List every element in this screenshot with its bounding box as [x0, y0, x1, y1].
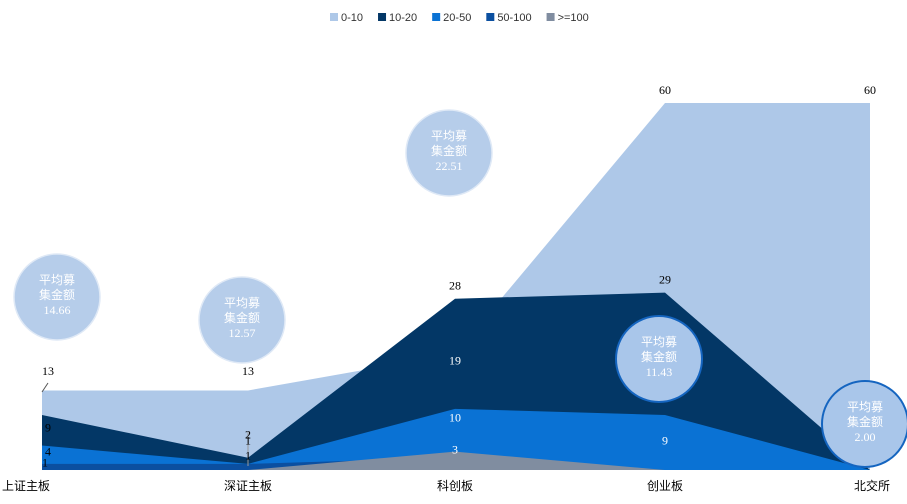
x-tick-label: 创业板: [647, 479, 683, 493]
bubble-label: 平均募: [641, 335, 677, 349]
bubble-value: 2.00: [855, 430, 876, 444]
value-label: 9: [662, 434, 668, 448]
legend-label: 0-10: [341, 12, 363, 24]
bubble: [198, 276, 286, 364]
x-tick-label: 上证主板: [2, 479, 50, 493]
value-label: 19: [449, 354, 461, 368]
bubble-value: 11.43: [646, 365, 673, 379]
area: [42, 408, 870, 470]
value-label: 3: [452, 442, 458, 456]
bubble-label: 集金额: [847, 414, 883, 429]
legend-swatch: [486, 13, 495, 21]
bubble: [405, 109, 493, 197]
value-label: 2: [245, 428, 251, 442]
bubble-label: 集金额: [224, 310, 260, 325]
value-label: 1: [42, 456, 48, 470]
value-label: 4: [45, 444, 51, 458]
legend-swatch: [432, 13, 441, 21]
bubble-value: 22.51: [436, 159, 463, 173]
bubble-label: 集金额: [39, 287, 75, 302]
legend-label: 20-50: [443, 12, 471, 24]
legend-swatch: [546, 13, 555, 21]
x-tick-label: 科创板: [437, 479, 473, 493]
bubble-label: 集金额: [431, 143, 467, 158]
value-label: 60: [659, 83, 671, 97]
x-tick-label: 北交所: [854, 478, 890, 493]
value-label: 1: [245, 449, 251, 463]
bubble: [13, 253, 101, 341]
legend-label: 50-100: [497, 12, 531, 24]
bubble: [821, 380, 907, 468]
value-label: 9: [45, 421, 51, 435]
legend-label: >=100: [558, 12, 589, 24]
bubble-label: 平均募: [39, 273, 75, 287]
bubble: [615, 315, 703, 403]
bubble-value: 12.57: [229, 326, 256, 340]
bubble-label: 平均募: [847, 400, 883, 414]
bubble-label: 平均募: [431, 129, 467, 143]
value-label: 28: [449, 278, 461, 292]
value-label: 13: [242, 364, 254, 378]
legend-swatch: [330, 13, 338, 21]
legend-swatch: [378, 13, 387, 21]
value-label: 60: [864, 83, 876, 97]
bubble-label: 集金额: [641, 349, 677, 364]
value-label: 13: [42, 364, 54, 378]
area: [42, 451, 870, 470]
value-label: 1: [245, 434, 251, 448]
bubble-value: 14.66: [44, 303, 71, 317]
value-label: 10: [449, 411, 461, 425]
x-tick-label: 深证主板: [224, 479, 272, 493]
leader: [41, 382, 49, 393]
legend-label: 10-20: [389, 12, 417, 24]
value-label: 29: [659, 272, 671, 286]
bubble-label: 平均募: [224, 296, 260, 310]
